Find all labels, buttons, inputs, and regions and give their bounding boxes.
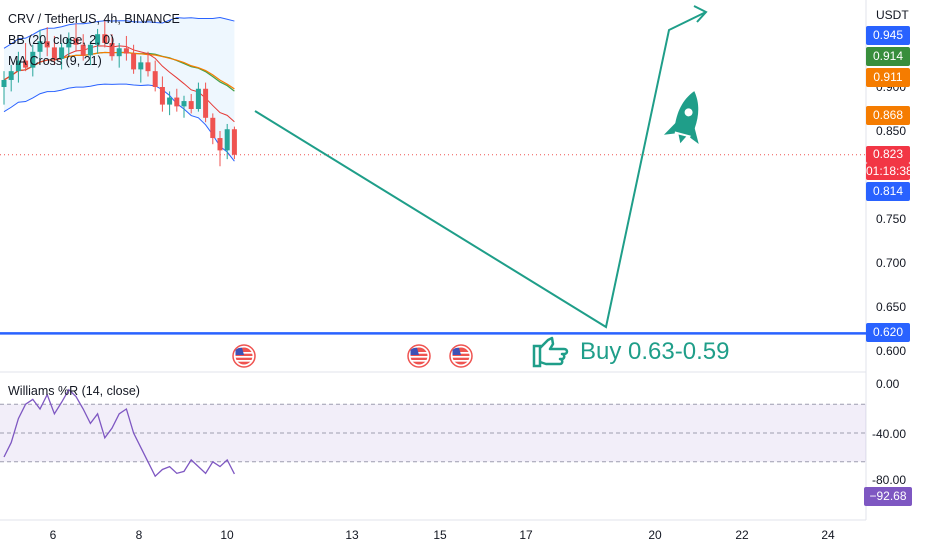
candle-body (217, 138, 223, 151)
candle-body (181, 101, 187, 107)
candle-body (224, 129, 230, 151)
candle-body (37, 41, 43, 52)
candle-body (51, 47, 57, 59)
candle-body (138, 62, 144, 70)
candle-body (131, 53, 137, 70)
price-tick: 0.850 (876, 124, 907, 138)
candle-body (80, 44, 86, 56)
candle-body (174, 97, 180, 107)
x-tick: 13 (345, 528, 359, 542)
countdown-timer: 01:18:38 (866, 163, 913, 180)
candle-body (116, 48, 122, 57)
candle-body (44, 41, 50, 48)
price-tag-last: 0.823 (866, 146, 910, 163)
candle-body (8, 71, 14, 80)
bollinger-lower-line (3, 83, 235, 162)
price-tag-bb-basis: 0.914 (866, 47, 910, 66)
williams-r-title[interactable]: Williams %R (14, close) (8, 384, 140, 398)
price-tick: 0.650 (876, 300, 907, 314)
candle-body (23, 60, 29, 68)
candle-body (210, 117, 216, 139)
price-tag-ma-slow: 0.911 (866, 68, 910, 87)
price-tag-ma-fast: 0.868 (866, 106, 910, 125)
candle-body (30, 51, 36, 68)
us-flag-icon[interactable] (232, 344, 256, 368)
candle-body (102, 34, 108, 43)
price-tag-bb-lower: 0.814 (866, 182, 910, 201)
price-tick: 0.700 (876, 256, 907, 270)
price-tag-bb-upper: 0.945 (866, 26, 910, 45)
candle-body (66, 38, 72, 48)
candle-body (188, 101, 194, 109)
price-tag-support: 0.620 (866, 323, 910, 342)
us-flag-icon[interactable] (407, 344, 431, 368)
buy-annotation[interactable]: Buy 0.63-0.59 (580, 338, 730, 365)
candle-body (203, 88, 209, 118)
x-tick: 17 (519, 528, 533, 542)
projection-arrowhead (693, 5, 708, 23)
price-tick: 0.600 (876, 344, 907, 358)
wr-tick: 0.00 (876, 377, 900, 391)
candle-body (167, 97, 173, 105)
projection-path (254, 11, 707, 329)
candle-body (152, 71, 158, 87)
candle-body (123, 48, 129, 54)
symbol-title[interactable]: CRV / TetherUS, 4h, BINANCE (8, 12, 180, 26)
candle-body (145, 62, 151, 72)
ma-cross-indicator-label[interactable]: MA Cross (9, 21) (8, 54, 102, 68)
x-tick: 10 (220, 528, 234, 542)
candle-body (195, 88, 201, 109)
candle-body (231, 129, 237, 155)
candle-body (87, 44, 93, 56)
x-tick: 8 (135, 528, 143, 542)
wr-tick: -40.00 (872, 427, 907, 441)
candle-body (95, 34, 101, 45)
wr-tick: -80.00 (872, 473, 907, 487)
currency-label: USDT (876, 8, 909, 22)
candle-body (73, 38, 79, 45)
bb-indicator-label[interactable]: BB (20, close, 2, 0) (8, 33, 115, 47)
wr-line (3, 388, 235, 478)
candle-body (159, 87, 165, 105)
x-tick: 6 (49, 528, 57, 542)
x-tick: 24 (821, 528, 835, 542)
candle-body (15, 60, 21, 72)
x-tick: 22 (735, 528, 749, 542)
rocket-icon[interactable] (663, 86, 712, 147)
pointing-hand-icon[interactable] (532, 336, 569, 368)
x-tick: 20 (648, 528, 662, 542)
candle-body (109, 43, 115, 57)
price-tick: 0.750 (876, 212, 907, 226)
x-tick: 15 (433, 528, 447, 542)
bollinger-upper-line (3, 16, 235, 49)
candle-body (1, 79, 7, 87)
candle-body (59, 47, 65, 59)
us-flag-icon[interactable] (449, 344, 473, 368)
wr-value-tag: −92.68 (864, 487, 912, 506)
